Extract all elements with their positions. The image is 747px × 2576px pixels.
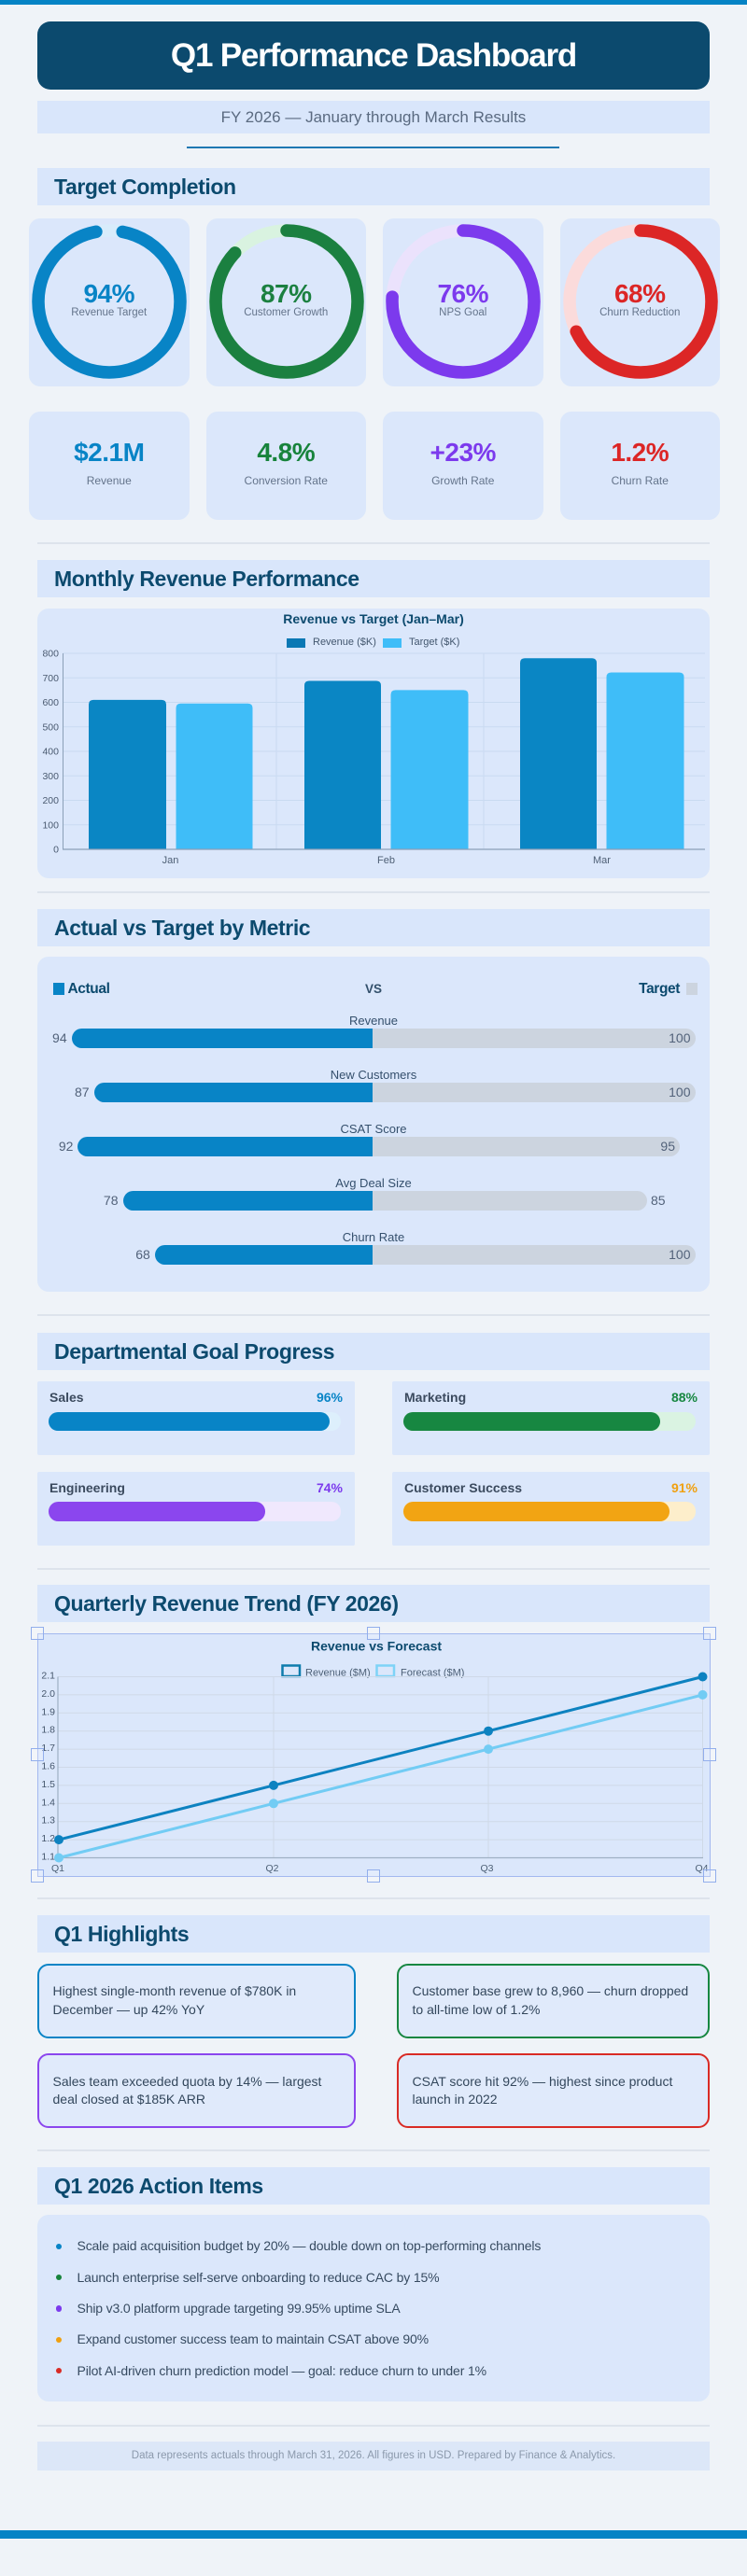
svg-text:500: 500	[42, 721, 59, 733]
svg-text:400: 400	[42, 747, 59, 758]
svg-text:2.1: 2.1	[41, 1670, 55, 1681]
svg-text:1.3: 1.3	[41, 1814, 55, 1826]
svg-text:2.0: 2.0	[41, 1687, 55, 1699]
svg-text:Forecast ($M): Forecast ($M)	[401, 1667, 464, 1678]
svg-text:1.1: 1.1	[41, 1851, 55, 1862]
svg-text:1.4: 1.4	[41, 1797, 55, 1808]
svg-text:700: 700	[42, 673, 59, 684]
svg-text:Revenue vs Forecast: Revenue vs Forecast	[310, 1638, 441, 1653]
svg-text:1.5: 1.5	[41, 1778, 55, 1789]
svg-text:0: 0	[53, 845, 59, 856]
svg-text:1.9: 1.9	[41, 1706, 55, 1717]
svg-text:Feb: Feb	[377, 855, 395, 866]
svg-text:600: 600	[42, 697, 59, 708]
svg-text:Mar: Mar	[593, 855, 611, 866]
svg-text:1.2: 1.2	[41, 1833, 55, 1844]
svg-text:1.7: 1.7	[41, 1743, 55, 1754]
svg-text:Q3: Q3	[480, 1863, 493, 1874]
svg-text:Jan: Jan	[162, 855, 179, 866]
svg-text:200: 200	[42, 795, 59, 806]
svg-text:100: 100	[42, 819, 59, 831]
svg-text:800: 800	[42, 649, 59, 660]
svg-text:Q2: Q2	[265, 1863, 278, 1874]
svg-text:1.6: 1.6	[41, 1760, 55, 1771]
svg-text:Revenue ($M): Revenue ($M)	[305, 1667, 371, 1678]
svg-text:Q4: Q4	[695, 1863, 708, 1874]
svg-text:1.8: 1.8	[41, 1724, 55, 1735]
svg-text:300: 300	[42, 771, 59, 782]
svg-text:Q1: Q1	[50, 1863, 63, 1874]
